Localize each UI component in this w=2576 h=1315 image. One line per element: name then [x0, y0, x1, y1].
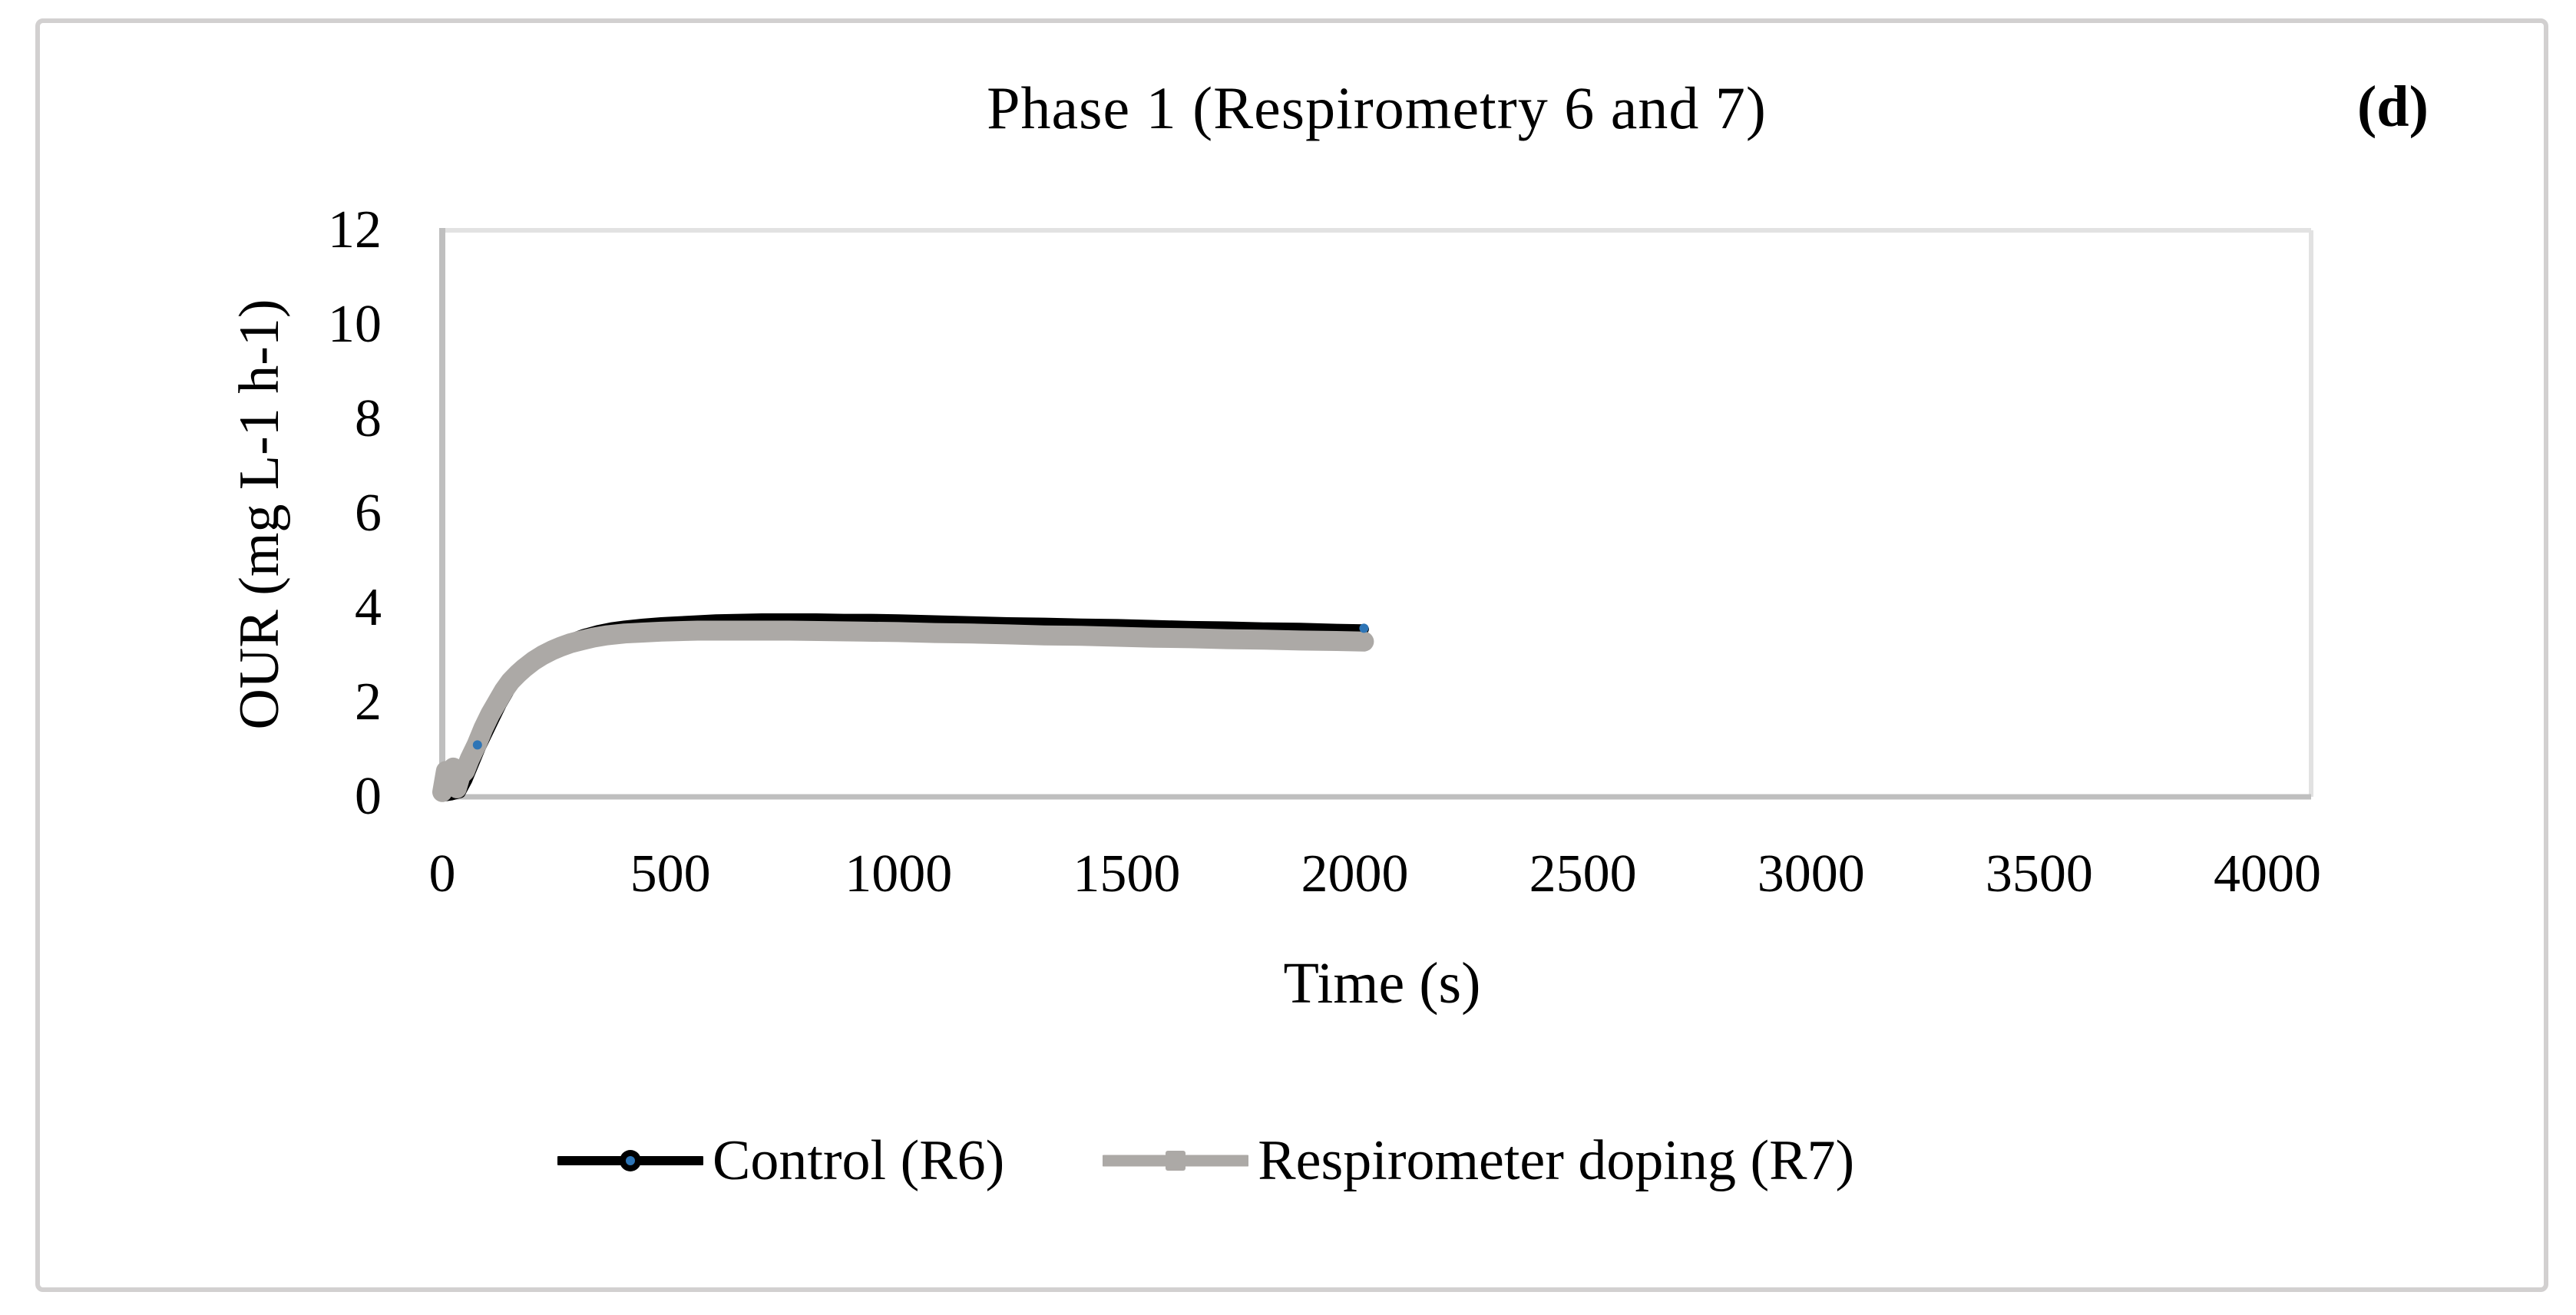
y-tick-label: 6	[355, 484, 382, 543]
y-tick-label: 4	[355, 578, 382, 637]
control-line-marker-icon	[557, 1150, 703, 1171]
y-tick-label: 2	[355, 672, 382, 732]
x-tick-label: 1500	[1073, 844, 1181, 904]
y-tick-label: 12	[328, 200, 382, 259]
y-tick-label: 8	[355, 389, 382, 448]
x-tick-label: 3500	[1985, 844, 2093, 904]
x-tick-label: 1000	[845, 844, 953, 904]
x-tick-label: 4000	[2214, 844, 2321, 904]
control-marker-dot	[472, 740, 482, 750]
x-axis-title: Time (s)	[1283, 951, 1481, 1016]
legend-label-doping: Respirometer doping (R7)	[1258, 1128, 1855, 1192]
legend-item-control: Control (R6)	[557, 1128, 1004, 1194]
doping-line-marker-icon	[1103, 1151, 1249, 1171]
y-tick-label: 10	[328, 295, 382, 354]
x-tick-label: 500	[630, 844, 711, 904]
figure-border	[35, 18, 2548, 1292]
legend-item-doping: Respirometer doping (R7)	[1103, 1128, 1854, 1194]
chart-title: Phase 1 (Respirometry 6 and 7)	[987, 74, 1767, 141]
control-marker-dot	[1359, 623, 1369, 633]
chart-legend: Control (R6) Respirometer doping (R7)	[557, 1112, 1854, 1210]
legend-label-control: Control (R6)	[713, 1128, 1005, 1192]
series-line-doping	[432, 620, 1374, 802]
x-tick-label: 0	[428, 844, 456, 904]
y-tick-label: 0	[355, 767, 382, 826]
x-tick-label: 2000	[1301, 844, 1409, 904]
x-tick-label: 3000	[1757, 844, 1865, 904]
panel-label: (d)	[2357, 74, 2429, 139]
x-tick-label: 2500	[1529, 844, 1637, 904]
